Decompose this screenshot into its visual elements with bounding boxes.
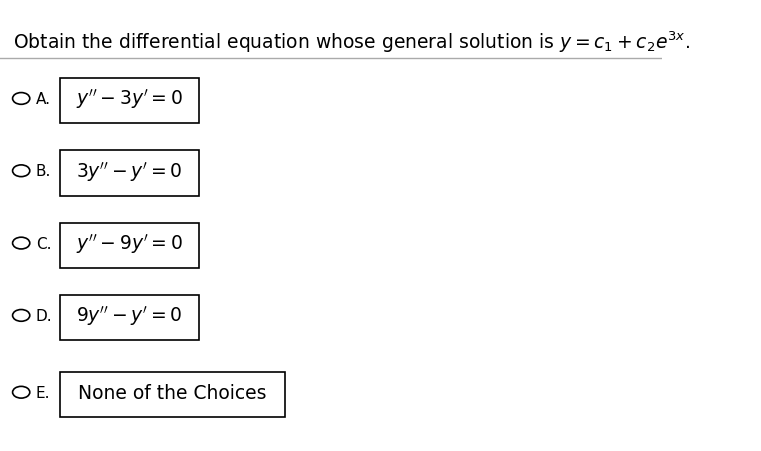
Text: None of the Choices: None of the Choices bbox=[78, 383, 266, 402]
FancyBboxPatch shape bbox=[59, 295, 199, 341]
FancyBboxPatch shape bbox=[59, 223, 199, 268]
FancyBboxPatch shape bbox=[59, 372, 285, 417]
FancyBboxPatch shape bbox=[59, 151, 199, 196]
Text: $y'' - 3y' = 0$: $y'' - 3y' = 0$ bbox=[75, 87, 183, 111]
Text: $y'' - 9y' = 0$: $y'' - 9y' = 0$ bbox=[75, 231, 183, 256]
Text: $3y'' - y' = 0$: $3y'' - y' = 0$ bbox=[76, 159, 183, 184]
Text: Obtain the differential equation whose general solution is $y = c_1 + c_2e^{3x}$: Obtain the differential equation whose g… bbox=[13, 29, 690, 55]
FancyBboxPatch shape bbox=[59, 79, 199, 124]
Text: B.: B. bbox=[36, 164, 51, 179]
Text: D.: D. bbox=[36, 308, 53, 323]
Text: C.: C. bbox=[36, 236, 51, 251]
Text: E.: E. bbox=[36, 385, 50, 400]
Text: A.: A. bbox=[36, 92, 51, 107]
Text: $9y'' - y' = 0$: $9y'' - y' = 0$ bbox=[76, 304, 183, 328]
